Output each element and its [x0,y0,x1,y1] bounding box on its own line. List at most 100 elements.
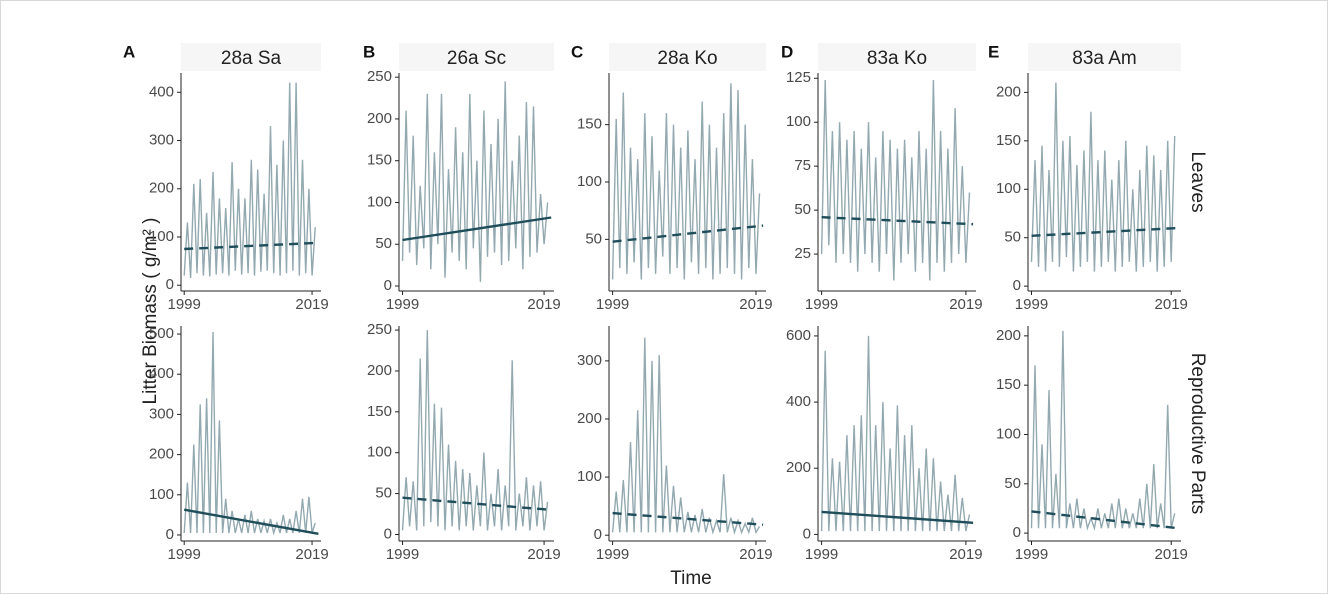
panel-letter: A [123,42,135,61]
y-tick-label: 0 [166,526,174,543]
y-tick-label: 50 [585,230,602,247]
panel-title: 83a Ko [867,48,927,69]
trend-line [1031,510,1179,530]
y-tick-label: 100 [149,228,174,245]
x-tick-label: 2019 [295,296,328,313]
panel-letter: D [781,42,793,61]
y-tick-label: 300 [149,405,174,422]
y-tick-label: 150 [367,403,392,420]
y-tick-label: 50 [794,201,811,218]
y-axis-label: Litter Biomass ( g/m² ) [140,218,161,405]
x-tick-label: 1999 [386,296,419,313]
facet-label: Reproductive Parts [1187,353,1208,515]
y-tick-label: 200 [149,180,174,197]
trend-line [612,224,764,243]
y-tick-label: 0 [166,276,174,293]
y-tick-label: 100 [577,173,602,190]
x-tick-label: 2019 [949,296,982,313]
data-line [183,82,316,279]
strip [609,43,766,71]
trend-line [821,216,974,226]
y-tick-label: 50 [1004,229,1021,246]
trend-line [402,496,552,512]
y-tick-label: 100 [577,468,602,485]
x-tick-label: 1999 [168,546,201,563]
x-tick-label: 1999 [805,296,838,313]
x-tick-label: 2019 [295,546,328,563]
x-axis-label: Time [670,568,712,589]
data-line [820,335,971,532]
y-tick-label: 200 [367,362,392,379]
y-tick-label: 300 [149,131,174,148]
y-tick-label: 125 [786,69,811,86]
panel-title: 28a Sa [221,48,282,69]
panel-letter: C [571,42,583,61]
panel-letter: E [988,42,999,61]
y-tick-label: 200 [996,327,1021,344]
y-tick-label: 100 [996,180,1021,197]
y-tick-label: 200 [577,410,602,427]
data-line [820,79,971,281]
y-tick-label: 200 [786,459,811,476]
strip [399,43,554,71]
x-tick-label: 1999 [805,546,838,563]
x-tick-label: 2019 [1155,546,1188,563]
y-tick-label: 600 [786,327,811,344]
panel-title: 28a Ko [657,48,717,69]
trend-line [402,216,552,242]
y-tick-label: 200 [996,83,1021,100]
strip [818,43,976,71]
y-tick-label: 200 [367,110,392,127]
data-line [611,337,761,535]
y-tick-label: 250 [367,68,392,85]
y-tick-label: 400 [149,83,174,100]
trend-line [821,510,974,524]
y-tick-label: 0 [803,525,811,542]
y-tick-label: 100 [149,486,174,503]
x-tick-label: 2019 [739,546,772,563]
x-tick-label: 1999 [386,546,419,563]
y-tick-label: 50 [1004,475,1021,492]
strip [1028,43,1181,71]
y-tick-label: 25 [794,245,811,262]
facet-label: Leaves [1187,151,1208,212]
panel-title: 26a Sc [447,48,506,69]
y-tick-label: 500 [149,325,174,342]
data-line [401,330,549,531]
trend-line [612,511,764,526]
x-tick-label: 2019 [527,546,560,563]
trend-line [183,508,319,535]
y-tick-label: 0 [384,525,392,542]
panel-title: 83a Am [1072,48,1136,69]
y-tick-label: 400 [786,393,811,410]
x-tick-label: 1999 [1015,546,1048,563]
trend-line [1031,226,1179,237]
data-line [183,331,316,536]
y-tick-label: 75 [794,157,811,174]
y-tick-label: 150 [367,152,392,169]
y-tick-label: 400 [149,365,174,382]
y-tick-label: 0 [384,277,392,294]
x-tick-label: 1999 [596,296,629,313]
y-tick-label: 0 [1013,524,1021,541]
y-tick-label: 250 [367,321,392,338]
y-tick-label: 150 [996,132,1021,149]
data-line [401,81,549,282]
y-tick-label: 50 [375,485,392,502]
data-line [611,83,761,280]
y-tick-label: 0 [594,526,602,543]
y-tick-label: 100 [367,444,392,461]
trend-line [184,241,319,251]
y-tick-label: 100 [786,113,811,130]
y-tick-label: 150 [577,116,602,133]
y-tick-label: 200 [149,446,174,463]
x-tick-label: 2019 [949,546,982,563]
data-line [1030,330,1176,531]
x-tick-label: 1999 [1015,296,1048,313]
data-line [1030,82,1176,272]
strip [181,43,321,71]
y-tick-label: 100 [996,425,1021,442]
x-tick-label: 1999 [168,296,201,313]
